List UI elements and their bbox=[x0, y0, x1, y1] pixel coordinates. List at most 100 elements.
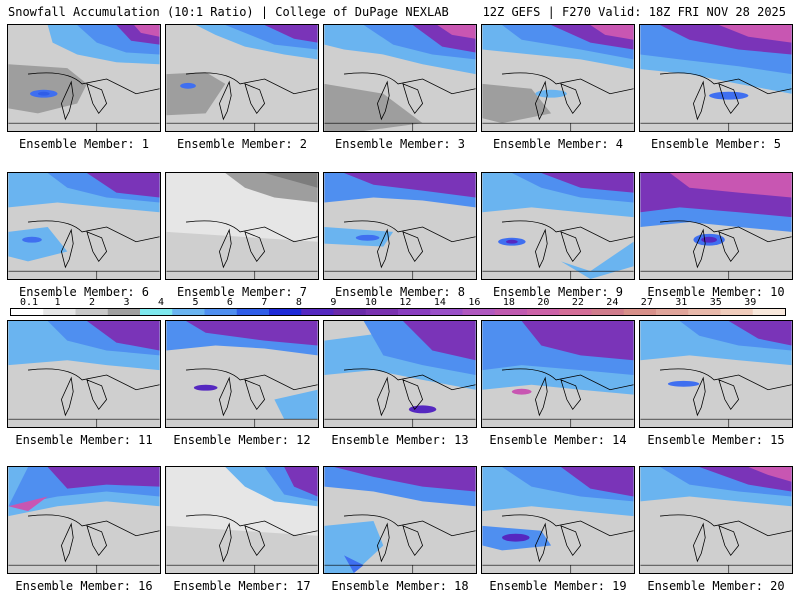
ensemble-panel-2: Ensemble Member: 2 bbox=[165, 24, 319, 156]
ensemble-caption-18: Ensemble Member: 18 bbox=[331, 579, 469, 593]
legend-label: 7 bbox=[261, 297, 268, 308]
ensemble-caption-6: Ensemble Member: 6 bbox=[18, 285, 150, 299]
legend-swatch bbox=[333, 309, 367, 315]
legend-label: 16 bbox=[468, 297, 481, 308]
legend-label: 8 bbox=[295, 297, 302, 308]
ensemble-map-13 bbox=[323, 320, 477, 428]
legend-swatch bbox=[720, 309, 754, 315]
ensemble-map-1 bbox=[7, 24, 161, 132]
legend-swatch bbox=[43, 309, 76, 315]
legend-label: 14 bbox=[433, 297, 446, 308]
legend-swatch bbox=[139, 309, 173, 315]
header: Snowfall Accumulation (10:1 Ratio) | Col… bbox=[0, 0, 800, 24]
ensemble-caption-1: Ensemble Member: 1 bbox=[18, 137, 150, 151]
ensemble-map-9 bbox=[481, 172, 635, 280]
ensemble-map-4 bbox=[481, 24, 635, 132]
ensemble-caption-16: Ensemble Member: 16 bbox=[15, 579, 153, 593]
ensemble-caption-20: Ensemble Member: 20 bbox=[647, 579, 785, 593]
ensemble-caption-15: Ensemble Member: 15 bbox=[647, 433, 785, 447]
ensemble-map-14 bbox=[481, 320, 635, 428]
legend-label: 5 bbox=[192, 297, 199, 308]
snowfall-legend: 0.1 1 2 3 4 5 6 7 8 9 10 12 14 16 18 20 22 24 27 31 35 39 bbox=[10, 298, 786, 318]
legend-swatch bbox=[236, 309, 270, 315]
ensemble-map-15 bbox=[639, 320, 793, 428]
ensemble-caption-13: Ensemble Member: 13 bbox=[331, 433, 469, 447]
ensemble-caption-5: Ensemble Member: 5 bbox=[650, 137, 782, 151]
legend-labels: 0.1 1 2 3 4 5 6 7 8 9 10 12 14 16 18 20 22 24 27 31 35 39 bbox=[10, 298, 786, 308]
legend-swatch bbox=[656, 309, 689, 315]
ensemble-caption-7: Ensemble Member: 7 bbox=[176, 285, 308, 299]
legend-swatch bbox=[107, 309, 141, 315]
legend-swatch bbox=[752, 309, 785, 315]
ensemble-panel-7: Ensemble Member: 7 bbox=[165, 172, 319, 304]
ensemble-map-19 bbox=[481, 466, 635, 574]
ensemble-caption-19: Ensemble Member: 19 bbox=[489, 579, 627, 593]
ensemble-caption-14: Ensemble Member: 14 bbox=[489, 433, 627, 447]
legend-label: 24 bbox=[606, 297, 619, 308]
legend-swatch bbox=[11, 309, 44, 315]
legend-label: 31 bbox=[675, 297, 688, 308]
legend-label: 3 bbox=[123, 297, 130, 308]
legend-label: 18 bbox=[502, 297, 515, 308]
legend-label: 27 bbox=[640, 297, 653, 308]
legend-label: 4 bbox=[157, 297, 164, 308]
ensemble-panel-15: Ensemble Member: 15 bbox=[639, 320, 793, 452]
ensemble-map-12 bbox=[165, 320, 319, 428]
legend-swatch bbox=[688, 309, 721, 315]
ensemble-map-16 bbox=[7, 466, 161, 574]
legend-label: 9 bbox=[330, 297, 337, 308]
run-info: 12Z GEFS | F270 Valid: 18Z FRI NOV 28 20… bbox=[482, 5, 786, 19]
legend-swatch bbox=[398, 309, 431, 315]
ensemble-panel-16: Ensemble Member: 16 bbox=[7, 466, 161, 598]
ensemble-panel-11: Ensemble Member: 11 bbox=[7, 320, 161, 452]
legend-label: 12 bbox=[399, 297, 412, 308]
ensemble-panel-5: Ensemble Member: 5 bbox=[639, 24, 793, 156]
legend-label: 2 bbox=[88, 297, 95, 308]
ensemble-caption-17: Ensemble Member: 17 bbox=[173, 579, 311, 593]
legend-swatch bbox=[462, 309, 496, 315]
ensemble-caption-4: Ensemble Member: 4 bbox=[492, 137, 624, 151]
ensemble-panel-6: Ensemble Member: 6 bbox=[7, 172, 161, 304]
legend-swatch bbox=[526, 309, 560, 315]
ensemble-panel-14: Ensemble Member: 14 bbox=[481, 320, 635, 452]
legend-label: 39 bbox=[744, 297, 757, 308]
ensemble-map-2 bbox=[165, 24, 319, 132]
ensemble-map-10 bbox=[639, 172, 793, 280]
legend-label: 20 bbox=[537, 297, 550, 308]
ensemble-caption-11: Ensemble Member: 11 bbox=[15, 433, 153, 447]
legend-label: 35 bbox=[709, 297, 722, 308]
ensemble-map-6 bbox=[7, 172, 161, 280]
legend-color-bar bbox=[10, 308, 786, 316]
ensemble-map-3 bbox=[323, 24, 477, 132]
legend-label: 6 bbox=[226, 297, 233, 308]
legend-swatch bbox=[172, 309, 205, 315]
legend-swatch bbox=[301, 309, 334, 315]
ensemble-panel-1: Ensemble Member: 1 bbox=[7, 24, 161, 156]
ensemble-panel-10: Ensemble Member: 10 bbox=[639, 172, 793, 304]
legend-swatch bbox=[494, 309, 528, 315]
ensemble-panel-19: Ensemble Member: 19 bbox=[481, 466, 635, 598]
legend-swatch bbox=[591, 309, 625, 315]
ensemble-map-11 bbox=[7, 320, 161, 428]
legend-label: 0.1 bbox=[20, 297, 39, 308]
ensemble-panel-12: Ensemble Member: 12 bbox=[165, 320, 319, 452]
legend-label: 22 bbox=[571, 297, 584, 308]
legend-swatch bbox=[559, 309, 592, 315]
ensemble-panel-20: Ensemble Member: 20 bbox=[639, 466, 793, 598]
ensemble-panel-8: Ensemble Member: 8 bbox=[323, 172, 477, 304]
ensemble-caption-3: Ensemble Member: 3 bbox=[334, 137, 466, 151]
legend-label: 10 bbox=[364, 297, 377, 308]
ensemble-caption-2: Ensemble Member: 2 bbox=[176, 137, 308, 151]
ensemble-map-20 bbox=[639, 466, 793, 574]
ensemble-map-8 bbox=[323, 172, 477, 280]
ensemble-map-18 bbox=[323, 466, 477, 574]
map-title: Snowfall Accumulation (10:1 Ratio) | Col… bbox=[8, 5, 449, 19]
ensemble-panel-3: Ensemble Member: 3 bbox=[323, 24, 477, 156]
legend-swatch bbox=[430, 309, 463, 315]
ensemble-panel-13: Ensemble Member: 13 bbox=[323, 320, 477, 452]
legend-swatch bbox=[365, 309, 399, 315]
legend-swatch bbox=[623, 309, 657, 315]
ensemble-caption-12: Ensemble Member: 12 bbox=[173, 433, 311, 447]
legend-swatch bbox=[204, 309, 238, 315]
ensemble-panel-18: Ensemble Member: 18 bbox=[323, 466, 477, 598]
